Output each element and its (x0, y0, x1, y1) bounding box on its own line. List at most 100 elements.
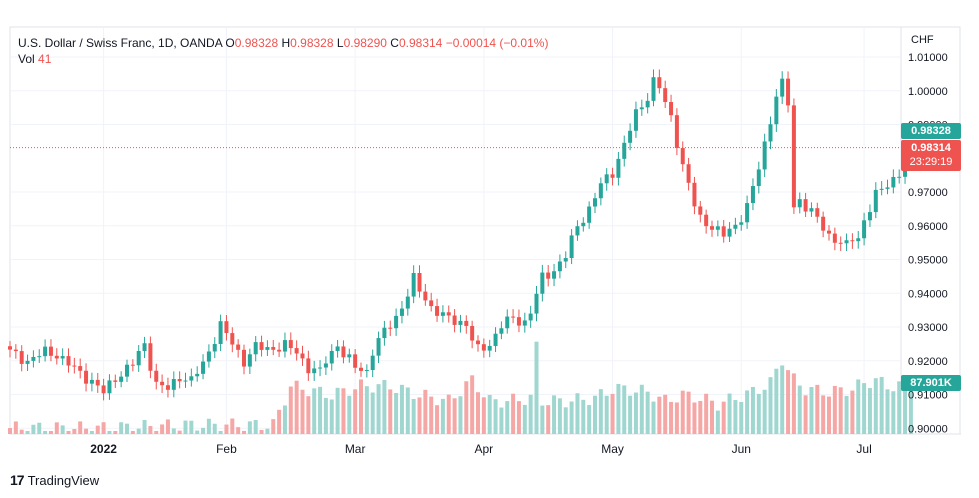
volume-bar (516, 401, 521, 434)
volume-bar (704, 393, 709, 434)
volume-bar (323, 397, 328, 434)
volume-bar (458, 396, 463, 434)
volume-bar (762, 389, 767, 434)
candle-body (95, 379, 100, 386)
low-label: L (336, 36, 344, 50)
volume-bar (54, 422, 59, 434)
volume-bar (189, 420, 194, 434)
candle-body (569, 235, 574, 259)
candle-body (639, 107, 644, 110)
volume-bar (25, 431, 30, 434)
volume-bar (329, 399, 334, 434)
candle-body (710, 226, 714, 230)
x-tick-label: Mar (345, 442, 366, 456)
volume-bar (107, 431, 112, 434)
volume-bar (171, 428, 176, 434)
volume-bar (575, 393, 580, 434)
volume-bar (557, 398, 562, 434)
volume-bar (481, 397, 486, 434)
candle-body (645, 100, 650, 108)
candle-body (557, 261, 562, 272)
volume-bar (417, 397, 422, 434)
candle-body (382, 327, 387, 339)
volume-bar (271, 419, 276, 434)
volume-bar (125, 423, 129, 434)
candle-body (657, 77, 662, 89)
candle-body (435, 306, 440, 316)
candle-body (60, 356, 65, 359)
candle-body (130, 364, 135, 366)
y-tick-label: 0.92000 (908, 356, 948, 368)
volume-bar (277, 409, 282, 434)
y-tick-label: 0.91000 (908, 390, 948, 402)
tradingview-logo-icon: 17 (10, 472, 25, 488)
volume-bar (897, 381, 902, 434)
candle-body (563, 258, 568, 262)
candle-body (271, 347, 276, 350)
volume-bar (581, 399, 586, 434)
low-value: 0.98290 (343, 36, 387, 50)
candle-body (376, 338, 381, 356)
volume-bar (294, 380, 299, 434)
tradingview-branding[interactable]: 17 TradingView (10, 472, 99, 488)
candle-body (727, 228, 732, 237)
candle-body (850, 240, 855, 242)
volume-bar (908, 391, 913, 434)
volume-bar (540, 405, 545, 434)
candle-body (212, 343, 217, 352)
y-tick-label: 0.93000 (908, 322, 948, 334)
volume-bar (534, 341, 539, 434)
volume-bar (218, 431, 223, 434)
candle-body (119, 376, 124, 382)
candle-body (107, 380, 112, 394)
volume-bar (715, 410, 720, 434)
candle-body (306, 358, 311, 374)
candle-body (692, 182, 697, 207)
volume-bar (797, 385, 802, 434)
price-axis: 1.010001.000000.990000.970000.960000.950… (908, 52, 948, 435)
candle-body (540, 272, 545, 294)
volume-bar (873, 378, 878, 434)
candle-body (72, 365, 77, 367)
volume-bar (663, 394, 668, 434)
volume-bar (300, 389, 305, 434)
candle-body (873, 189, 878, 213)
volume-bar (879, 376, 884, 434)
candle-body (528, 313, 533, 321)
volume-bar (774, 368, 779, 434)
x-tick-label: Jul (856, 442, 871, 456)
volume-bar (633, 392, 638, 434)
candle-body (786, 78, 791, 106)
volume-bar (639, 384, 644, 434)
x-tick-label: Apr (475, 442, 494, 456)
candle-body (593, 198, 597, 207)
candle-body (493, 333, 498, 346)
volume-bar (353, 389, 358, 434)
candle-body (505, 316, 510, 329)
candle-body (341, 346, 346, 358)
chart-grid (9, 26, 961, 435)
candle-body (733, 224, 738, 229)
volume-bar (259, 429, 264, 434)
volume-bar (236, 427, 241, 434)
volume-bar (119, 422, 124, 434)
volume-bar (768, 377, 773, 434)
candle-body (780, 78, 785, 97)
candle-body (177, 379, 182, 382)
candle-body (429, 300, 434, 307)
candle-body (329, 350, 334, 364)
y-tick-label: 1.01000 (908, 52, 948, 64)
candle-body (663, 88, 668, 103)
volume-bar (201, 427, 206, 434)
candle-body (89, 379, 94, 384)
volume-bar (265, 428, 270, 434)
volume-bar (359, 379, 363, 434)
volume-bar (499, 407, 504, 434)
volume-bar (616, 383, 621, 434)
high-price-tag: 0.98328 (901, 123, 961, 139)
candle-body (277, 349, 282, 352)
candle-body (323, 363, 328, 368)
volume-bar (429, 396, 434, 434)
candle-body (19, 351, 24, 364)
